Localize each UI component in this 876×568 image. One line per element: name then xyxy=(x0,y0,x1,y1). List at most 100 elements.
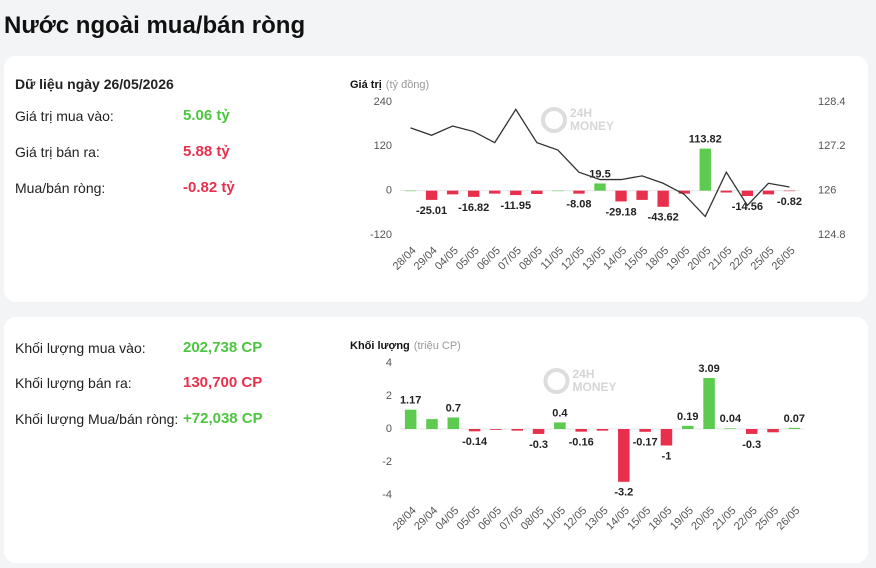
x-tick-label: 12/05 xyxy=(559,245,587,273)
y2-tick-label: 127.2 xyxy=(818,140,846,152)
y2-tick-label: 128.4 xyxy=(818,96,846,108)
bar xyxy=(531,190,543,194)
bar xyxy=(468,429,481,432)
value-label: -0.82 xyxy=(777,196,802,208)
x-tick-label: 21/05 xyxy=(707,245,735,273)
bar xyxy=(783,190,796,192)
x-tick-label: 18/05 xyxy=(647,505,675,533)
x-tick-label: 14/05 xyxy=(601,245,629,273)
bar xyxy=(468,190,480,197)
y-tick-label: -4 xyxy=(382,489,392,501)
chart-title: Giá trị xyxy=(350,79,382,91)
x-tick-label: 28/04 xyxy=(391,505,419,533)
bar xyxy=(762,190,775,195)
y-tick-label: 2 xyxy=(386,390,392,402)
x-tick-label: 15/05 xyxy=(622,245,650,273)
x-tick-label: 04/05 xyxy=(433,245,461,273)
bar xyxy=(554,422,566,429)
x-tick-label: 21/05 xyxy=(711,505,739,533)
value-label: -0.3 xyxy=(742,439,761,451)
bar xyxy=(594,183,606,191)
value-label: 19.5 xyxy=(589,168,610,180)
value-label: -0.14 xyxy=(462,436,488,448)
bar xyxy=(447,417,460,429)
y2-tick-label: 126 xyxy=(818,185,836,197)
value-label: -25.01 xyxy=(416,205,447,217)
chart-title: Khối lượng xyxy=(350,340,410,352)
value-card: Dữ liệu ngày 26/05/2026 Giá trị mua vào:… xyxy=(4,56,868,302)
bar xyxy=(699,148,711,191)
x-tick-label: 29/04 xyxy=(412,245,440,273)
chart-unit: (triệu CP) xyxy=(414,340,461,352)
x-tick-label: 15/05 xyxy=(625,505,653,533)
x-tick-label: 22/05 xyxy=(728,245,756,273)
row-label: Khối lượng mua vào: xyxy=(15,340,146,356)
value-label: -0.17 xyxy=(633,437,658,449)
value-label: 0.04 xyxy=(720,413,742,425)
row-label: Khối lượng Mua/bán ròng: xyxy=(15,411,179,427)
bar xyxy=(489,190,501,194)
volume-card: Khối lượng mua vào: 202,738 CP Khối lượn… xyxy=(4,317,868,563)
y2-tick-label: 124.8 xyxy=(818,229,846,241)
value-label: -3.2 xyxy=(614,487,633,499)
line xyxy=(410,108,790,218)
x-tick-label: 05/05 xyxy=(455,505,483,533)
x-tick-label: 29/04 xyxy=(412,505,440,533)
value-label: -0.16 xyxy=(569,437,594,449)
x-tick-label: 07/05 xyxy=(497,505,525,533)
y-tick-label: 4 xyxy=(386,357,392,369)
watermark: MONEY xyxy=(570,119,614,133)
row-value: 130,700 CP xyxy=(183,374,263,391)
x-tick-label: 20/05 xyxy=(685,245,713,273)
bar xyxy=(532,429,545,434)
bar xyxy=(404,190,417,192)
bar xyxy=(741,190,754,197)
bar xyxy=(575,429,587,432)
row-value: -0.82 tỷ xyxy=(183,179,235,196)
x-tick-label: 20/05 xyxy=(689,505,717,533)
x-tick-label: 18/05 xyxy=(643,245,671,273)
bar xyxy=(745,429,758,434)
bar xyxy=(767,429,779,433)
y-tick-label: -2 xyxy=(382,456,392,468)
x-tick-label: 06/05 xyxy=(475,245,503,273)
chart-unit: (tỷ đồng) xyxy=(386,79,429,91)
x-tick-label: 05/05 xyxy=(454,245,482,273)
page-title: Nước ngoài mua/bán ròng xyxy=(4,12,306,39)
x-tick-label: 13/05 xyxy=(583,505,611,533)
value-label: 0.4 xyxy=(552,407,568,419)
row-label: Giá trị mua vào: xyxy=(15,108,114,124)
value-label: -8.08 xyxy=(566,199,591,211)
x-tick-label: 19/05 xyxy=(668,505,696,533)
x-tick-label: 28/04 xyxy=(391,245,419,273)
value-label: -11.95 xyxy=(500,200,531,212)
y-tick-label: 240 xyxy=(374,96,392,108)
value-label: -1 xyxy=(662,450,672,462)
bar xyxy=(510,190,522,196)
x-tick-label: 07/05 xyxy=(496,245,524,273)
bar xyxy=(660,429,673,446)
bar xyxy=(490,429,502,430)
x-tick-label: 25/05 xyxy=(753,505,781,533)
bar xyxy=(724,428,737,429)
value-label: -43.62 xyxy=(648,212,679,224)
watermark: 24H xyxy=(570,106,592,120)
bar xyxy=(682,425,694,429)
x-tick-label: 26/05 xyxy=(770,245,798,273)
watermark: 24H xyxy=(573,367,595,381)
row-label: Mua/bán ròng: xyxy=(15,180,106,196)
bar xyxy=(618,429,630,482)
bar xyxy=(636,190,648,200)
bar xyxy=(657,190,669,207)
bar xyxy=(426,419,438,429)
value-label: -29.18 xyxy=(605,206,636,218)
y-tick-label: 0 xyxy=(386,185,392,197)
row-label: Giá trị bán ra: xyxy=(15,144,100,160)
watermark: MONEY xyxy=(573,380,617,394)
x-tick-label: 13/05 xyxy=(580,245,608,273)
bar xyxy=(678,190,690,194)
x-tick-label: 19/05 xyxy=(664,245,692,273)
y-tick-label: 120 xyxy=(374,140,392,152)
x-tick-label: 08/05 xyxy=(517,245,545,273)
